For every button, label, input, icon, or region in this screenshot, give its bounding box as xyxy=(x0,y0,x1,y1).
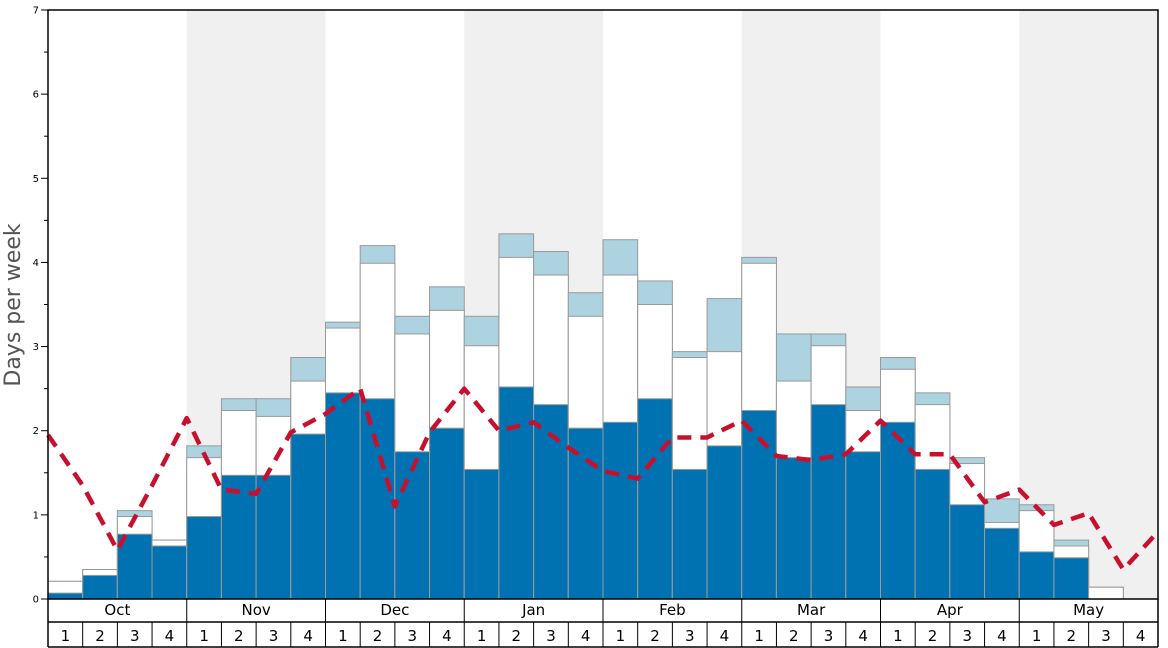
bar-base-segment xyxy=(845,451,881,600)
bar-base-segment xyxy=(914,468,951,600)
month-label-feb: Feb xyxy=(659,601,686,619)
week-label: 3 xyxy=(824,627,834,645)
week-label: 1 xyxy=(199,627,209,645)
week-label: 2 xyxy=(928,627,938,645)
bar-middle-segment xyxy=(1088,586,1124,600)
week-label: 4 xyxy=(303,627,313,645)
line-series xyxy=(46,386,1160,572)
week-label: 2 xyxy=(234,627,244,645)
week-label: 1 xyxy=(61,627,71,645)
bar-base-segment xyxy=(637,398,673,600)
week-label: 4 xyxy=(165,627,175,645)
y-tick-label: 4 xyxy=(33,258,39,269)
bar-base-segment xyxy=(463,468,500,600)
bar-base-segment xyxy=(429,427,465,600)
week-label: 2 xyxy=(95,627,105,645)
bar-base-segment xyxy=(290,433,326,600)
y-tick-label: 0 xyxy=(33,595,39,606)
week-label: 2 xyxy=(650,627,660,645)
y-axis: 0 1 2 3 4 5 6 7 xyxy=(33,6,48,606)
week-label: 3 xyxy=(269,627,279,645)
week-label: 4 xyxy=(997,627,1007,645)
week-label: 1 xyxy=(893,627,903,645)
week-label: 1 xyxy=(1032,627,1042,645)
y-tick-label: 6 xyxy=(33,90,39,101)
bar-base-segment xyxy=(47,592,84,600)
week-label: 1 xyxy=(754,627,764,645)
bar-base-segment xyxy=(984,527,1020,600)
week-label: 3 xyxy=(685,627,695,645)
bar-base-segment xyxy=(706,445,743,600)
week-label: 3 xyxy=(407,627,417,645)
x-axis: Oct 1 2 3 4 Nov 1 2 3 4 Dec 1 2 3 4 Jan 1 2 3 4 Feb 1 2 3 4 Mar 1 2… xyxy=(47,599,1159,648)
bar-base-segment xyxy=(325,392,361,600)
bar-base-segment xyxy=(255,474,292,600)
y-tick-label: 5 xyxy=(33,174,39,185)
week-label: 3 xyxy=(1101,627,1111,645)
week-label: 4 xyxy=(581,627,591,645)
bar-base-segment xyxy=(1018,551,1055,600)
month-label-jan: Jan xyxy=(521,601,545,619)
bar-base-segment xyxy=(116,533,153,600)
month-label-dec: Dec xyxy=(380,601,409,619)
bar-base-segment xyxy=(1053,557,1090,600)
bar-base-segment xyxy=(186,516,222,600)
month-label-nov: Nov xyxy=(241,601,270,619)
week-label: 4 xyxy=(1136,627,1146,645)
month-label-may: May xyxy=(1073,601,1104,619)
bar-base-segment xyxy=(671,468,708,600)
week-label: 2 xyxy=(789,627,799,645)
bar-base-segment xyxy=(567,427,604,600)
week-label: 2 xyxy=(373,627,383,645)
y-tick-label: 1 xyxy=(33,510,39,521)
bar-base-segment xyxy=(220,474,257,600)
bars xyxy=(47,233,1124,600)
week-label: 4 xyxy=(442,627,452,645)
bar-base-segment xyxy=(810,404,847,600)
week-label: 1 xyxy=(338,627,348,645)
bar-base-segment xyxy=(602,421,639,600)
week-label: 3 xyxy=(546,627,556,645)
month-label-oct: Oct xyxy=(104,601,130,619)
bar-base-segment xyxy=(949,504,986,600)
y-tick-label: 2 xyxy=(33,426,39,437)
y-tick-label: 3 xyxy=(33,342,39,353)
week-label: 4 xyxy=(858,627,868,645)
month-label-apr: Apr xyxy=(937,601,964,619)
bar-base-segment xyxy=(82,574,118,600)
bar-base-segment xyxy=(394,451,431,600)
y-tick-label: 7 xyxy=(33,6,39,17)
y-axis-label: Days per week xyxy=(1,223,26,386)
week-label: 2 xyxy=(1067,627,1077,645)
week-label: 3 xyxy=(130,627,140,645)
month-shade-may xyxy=(1019,10,1158,599)
week-label: 2 xyxy=(512,627,522,645)
average-line xyxy=(46,386,1160,572)
bar-base-segment xyxy=(151,545,188,600)
bar-base-segment xyxy=(775,457,812,600)
week-label: 1 xyxy=(616,627,626,645)
week-label: 4 xyxy=(720,627,730,645)
week-label: 3 xyxy=(962,627,972,645)
bar-base-segment xyxy=(498,386,535,600)
bar-base-segment xyxy=(359,398,396,600)
week-label: 1 xyxy=(477,627,487,645)
month-label-mar: Mar xyxy=(797,601,826,619)
